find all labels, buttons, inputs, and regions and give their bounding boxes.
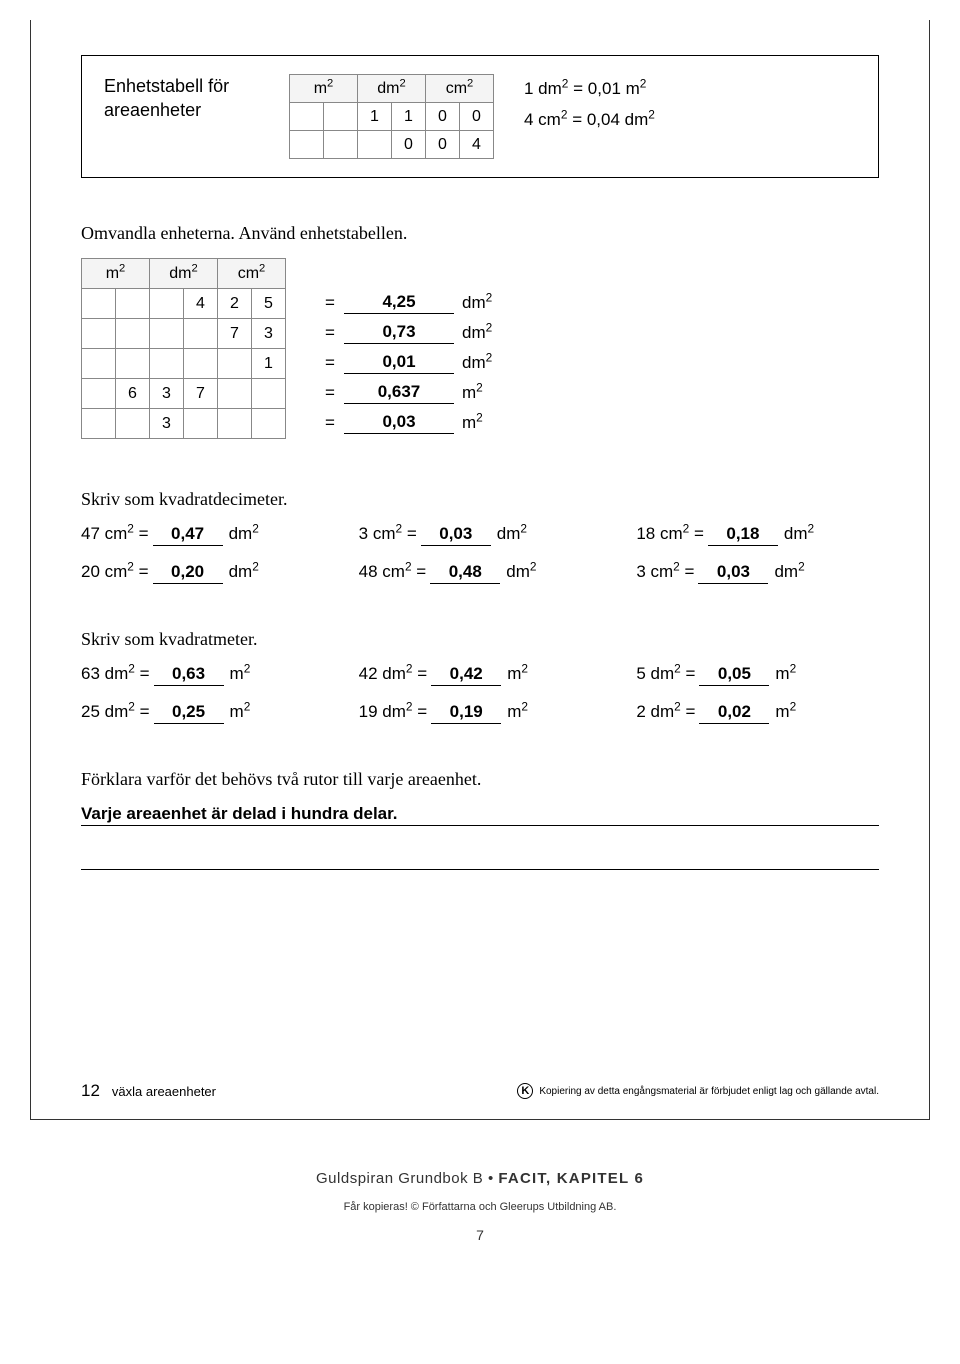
box-title-l1: Enhetstabell för [104,76,229,96]
header-unit-table: m2 dm2 cm2 1 1 0 0 0 0 [289,74,494,159]
conversion-block: m2 dm2 cm2 4 25 73 1 [81,258,879,439]
box-title: Enhetstabell för areaenheter [104,74,259,123]
fill-item: 48 cm2 =0,48dm2 [359,562,602,584]
dm2-grid: 47 cm2 =0,47dm2 3 cm2 =0,03dm2 18 cm2 =0… [81,524,879,584]
instruction-convert: Omvandla enheterna. Använd enhetstabelle… [81,223,879,244]
conversion-table: m2 dm2 cm2 4 25 73 1 [81,258,286,439]
fill-item: 47 cm2 =0,47dm2 [81,524,324,546]
section-dm2: Skriv som kvadratdecimeter. 47 cm2 =0,47… [81,489,879,584]
worksheet-frame: Enhetstabell för areaenheter m2 dm2 cm2 … [30,20,930,1120]
box-title-l2: areaenheter [104,100,201,120]
explain-blank-line [81,848,879,870]
hu-cm: cm [446,80,467,97]
hu-m: m [314,80,327,97]
conversion-results: =4,25dm2 =0,73dm2 =0,01dm2 =0,637m2 =0,0… [316,258,492,438]
result-row: =0,637m2 [316,378,492,408]
copyright-line: Får kopieras! © Författarna och Gleerups… [30,1201,930,1213]
copy-notice: Kopiering av detta engångsmaterial är fö… [539,1086,879,1097]
result-row: =0,03m2 [316,408,492,438]
page-number: 12 [81,1081,100,1101]
reference-box: Enhetstabell för areaenheter m2 dm2 cm2 … [81,55,879,178]
explain-section: Förklara varför det behövs två rutor til… [81,769,879,870]
worksheet-footer: 12 växla areaenheter K Kopiering av dett… [81,1081,879,1101]
page: Enhetstabell för areaenheter m2 dm2 cm2 … [0,0,960,1251]
book-footer: Guldspiran Grundbok B • FACIT, KAPITEL 6… [30,1120,930,1251]
fill-item: 19 dm2 =0,19m2 [359,702,602,724]
fill-item: 3 cm2 =0,03dm2 [359,524,602,546]
explain-title: Förklara varför det behövs två rutor til… [81,769,879,790]
k-icon: K [517,1083,533,1099]
fill-item: 3 cm2 =0,03dm2 [636,562,879,584]
fill-item: 18 cm2 =0,18dm2 [636,524,879,546]
fill-item: 25 dm2 =0,25m2 [81,702,324,724]
section-m2: Skriv som kvadratmeter. 63 dm2 =0,63m2 4… [81,629,879,724]
fill-item: 2 dm2 =0,02m2 [636,702,879,724]
fill-item: 42 dm2 =0,42m2 [359,664,602,686]
section-dm2-title: Skriv som kvadratdecimeter. [81,489,879,510]
m2-grid: 63 dm2 =0,63m2 42 dm2 =0,42m2 5 dm2 =0,0… [81,664,879,724]
result-row: =0,01dm2 [316,348,492,378]
footer-topic: växla areaenheter [112,1084,216,1099]
outer-page-number: 7 [30,1227,930,1243]
result-row: =4,25dm2 [316,288,492,318]
section-m2-title: Skriv som kvadratmeter. [81,629,879,650]
chapter-label: FACIT, KAPITEL 6 [498,1170,644,1187]
header-equations: 1 dm2 = 0,01 m2 4 cm2 = 0,04 dm2 [524,74,655,135]
fill-item: 5 dm2 =0,05m2 [636,664,879,686]
fill-item: 20 cm2 =0,20dm2 [81,562,324,584]
fill-item: 63 dm2 =0,63m2 [81,664,324,686]
book-title: Guldspiran Grundbok B [316,1170,483,1187]
result-row: =0,73dm2 [316,318,492,348]
hu-dm: dm [377,80,399,97]
explain-answer: Varje areaenhet är delad i hundra delar. [81,804,879,826]
